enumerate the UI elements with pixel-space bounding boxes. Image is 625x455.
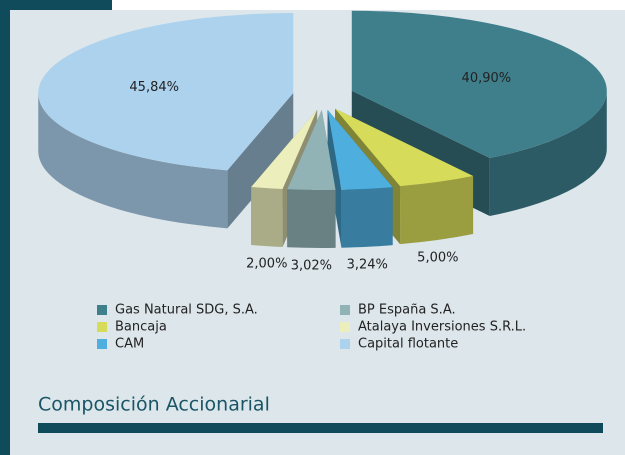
data-label: 2,00%: [246, 257, 287, 272]
frame-top: [0, 0, 112, 10]
slice: [38, 13, 294, 171]
data-label: 5,00%: [417, 250, 458, 265]
legend-swatch: [97, 339, 107, 349]
legend: Gas Natural SDG, S.A. Bancaja CAM BP España…: [97, 303, 526, 352]
slice-side: [400, 176, 474, 245]
legend-swatch: [97, 305, 107, 315]
data-label: 3,02%: [291, 258, 332, 273]
slice-side: [341, 187, 393, 248]
legend-label: CAM: [115, 337, 144, 352]
slice-side: [251, 186, 283, 247]
legend-label: Gas Natural SDG, S.A.: [115, 303, 258, 318]
pie: 40,90% 5,00% 3,24% 3,02% 2,00% 45,84%: [38, 10, 607, 273]
slice-edge: [327, 109, 342, 248]
slice: [251, 109, 318, 189]
legend-label: BP España S.A.: [358, 303, 456, 318]
slice-side: [489, 90, 607, 217]
slice: [351, 10, 607, 159]
frame-left: [0, 0, 10, 455]
legend-label: Capital flotante: [358, 337, 458, 352]
legend-swatch: [340, 322, 350, 332]
slice-side: [287, 189, 336, 248]
data-label: 3,24%: [347, 257, 388, 272]
slice: [335, 108, 474, 187]
legend-swatch: [340, 339, 350, 349]
slice: [287, 109, 336, 190]
data-label: 45,84%: [129, 80, 179, 95]
data-label: 40,90%: [462, 71, 512, 86]
slice-side: [38, 93, 228, 229]
legend-label: Atalaya Inversiones S.R.L.: [358, 320, 526, 335]
slice: [327, 109, 393, 190]
top-gap: [112, 0, 625, 10]
legend-swatch: [340, 305, 350, 315]
slice-edge: [227, 93, 294, 229]
title-bar: [38, 423, 603, 433]
legend-label: Bancaja: [115, 320, 167, 335]
legend-swatch: [97, 322, 107, 332]
chart-title: Composición Accionarial: [38, 394, 270, 416]
